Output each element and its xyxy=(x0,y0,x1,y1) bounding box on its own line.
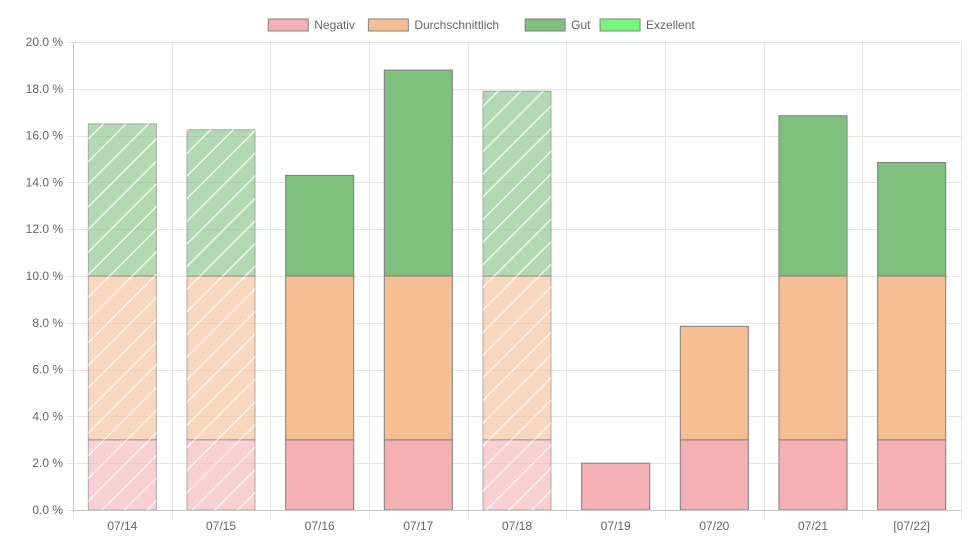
bar-segment xyxy=(877,162,947,277)
bar-segment xyxy=(383,275,453,441)
bar-segment xyxy=(285,174,355,277)
bar-negativ-07-14[interactable] xyxy=(87,439,157,511)
bar-hatch xyxy=(482,276,552,440)
bar-segment xyxy=(877,275,947,441)
y-tick-label: 0.0 % xyxy=(32,503,63,517)
bar-segment xyxy=(285,439,355,511)
y-tick-label: 16.0 % xyxy=(26,129,64,143)
x-tick-label: 07/21 xyxy=(798,519,828,533)
bar-segment xyxy=(778,115,848,277)
legend-swatch xyxy=(524,18,566,32)
bar-negativ-07-17[interactable] xyxy=(383,439,453,511)
bar-hatch xyxy=(88,439,157,510)
bar-segment xyxy=(383,439,453,511)
y-tick-label: 18.0 % xyxy=(26,82,64,96)
bar-segment xyxy=(679,325,749,441)
bar-segment xyxy=(778,275,848,441)
bar-gut-07-22[interactable] xyxy=(877,162,947,277)
x-tick-label: 07/19 xyxy=(601,519,631,533)
bar-segment xyxy=(581,462,651,511)
bar-hatch xyxy=(186,129,256,276)
bar-segment xyxy=(383,69,453,277)
bar-durchschnittlich-07-22[interactable] xyxy=(877,275,947,441)
x-tick-label: 07/17 xyxy=(403,519,433,533)
y-tick-label: 8.0 % xyxy=(32,316,63,330)
bar-segment xyxy=(778,439,848,511)
y-tick-label: 2.0 % xyxy=(32,456,63,470)
legend-label: Gut xyxy=(571,18,591,32)
y-tick-label: 4.0 % xyxy=(32,409,63,423)
bar-gut-07-21[interactable] xyxy=(778,115,848,277)
bar-gut-07-14[interactable] xyxy=(87,123,157,277)
bar-negativ-07-16[interactable] xyxy=(285,439,355,511)
bar-gut-07-15[interactable] xyxy=(186,129,256,277)
bar-hatch xyxy=(88,276,157,440)
legend-swatch xyxy=(599,18,641,32)
x-tick-label: 07/14 xyxy=(107,519,137,533)
bar-durchschnittlich-07-16[interactable] xyxy=(285,275,355,441)
x-tick-label: [07/22] xyxy=(893,519,930,533)
legend-label: Durchschnittlich xyxy=(414,18,499,32)
y-tick-label: 6.0 % xyxy=(32,363,63,377)
x-tick-label: 07/20 xyxy=(699,519,729,533)
y-tick-label: 12.0 % xyxy=(26,222,64,236)
legend-item-durchschnittlich[interactable]: Durchschnittlich xyxy=(367,18,499,32)
bar-durchschnittlich-07-20[interactable] xyxy=(679,325,749,441)
bar-gut-07-16[interactable] xyxy=(285,174,355,277)
legend-item-exzellent[interactable]: Exzellent xyxy=(599,18,695,32)
bar-segment xyxy=(285,275,355,441)
chart-legend: Negativ Durchschnittlich Gut Exzellent xyxy=(267,18,695,32)
bar-durchschnittlich-07-21[interactable] xyxy=(778,275,848,441)
legend-item-negativ[interactable]: Negativ xyxy=(267,18,355,32)
x-tick-label: 07/15 xyxy=(206,519,236,533)
bar-gut-07-18[interactable] xyxy=(482,90,552,277)
bar-negativ-07-19[interactable] xyxy=(581,462,651,511)
bar-negativ-07-20[interactable] xyxy=(679,439,749,511)
y-tick-label: 20.0 % xyxy=(26,35,64,49)
bar-hatch xyxy=(186,439,256,510)
bar-durchschnittlich-07-14[interactable] xyxy=(87,275,157,441)
x-axis-ticks: 07/14 07/15 07/16 07/17 07/18 07/19 07/20 07/21… xyxy=(107,519,930,533)
bar-negativ-07-18[interactable] xyxy=(482,439,552,511)
bar-negativ-07-22[interactable] xyxy=(877,439,947,511)
bar-durchschnittlich-07-18[interactable] xyxy=(482,275,552,441)
axes xyxy=(73,42,961,511)
bar-hatch xyxy=(186,276,256,440)
y-tick-label: 10.0 % xyxy=(26,269,64,283)
bar-hatch xyxy=(482,91,552,276)
x-tick-label: 07/18 xyxy=(502,519,532,533)
legend-label: Negativ xyxy=(314,18,355,32)
y-tick-label: 14.0 % xyxy=(26,175,64,189)
bar-negativ-07-21[interactable] xyxy=(778,439,848,511)
legend-swatch xyxy=(367,18,409,32)
bar-gut-07-17[interactable] xyxy=(383,69,453,277)
legend-swatch xyxy=(267,18,309,32)
y-axis-ticks: 0.0 % 2.0 % 4.0 % 6.0 % 8.0 % 10.0 % 12.0 % 14.… xyxy=(26,35,64,517)
x-tick-label: 07/16 xyxy=(305,519,335,533)
bar-hatch xyxy=(88,123,157,277)
bars xyxy=(87,69,947,511)
bar-hatch xyxy=(482,439,552,510)
legend-item-gut[interactable]: Gut xyxy=(524,18,591,32)
bar-segment xyxy=(877,439,947,511)
bar-durchschnittlich-07-15[interactable] xyxy=(186,275,256,441)
bar-segment xyxy=(679,439,749,511)
bar-durchschnittlich-07-17[interactable] xyxy=(383,275,453,441)
bar-negativ-07-15[interactable] xyxy=(186,439,256,511)
legend-label: Exzellent xyxy=(646,18,695,32)
